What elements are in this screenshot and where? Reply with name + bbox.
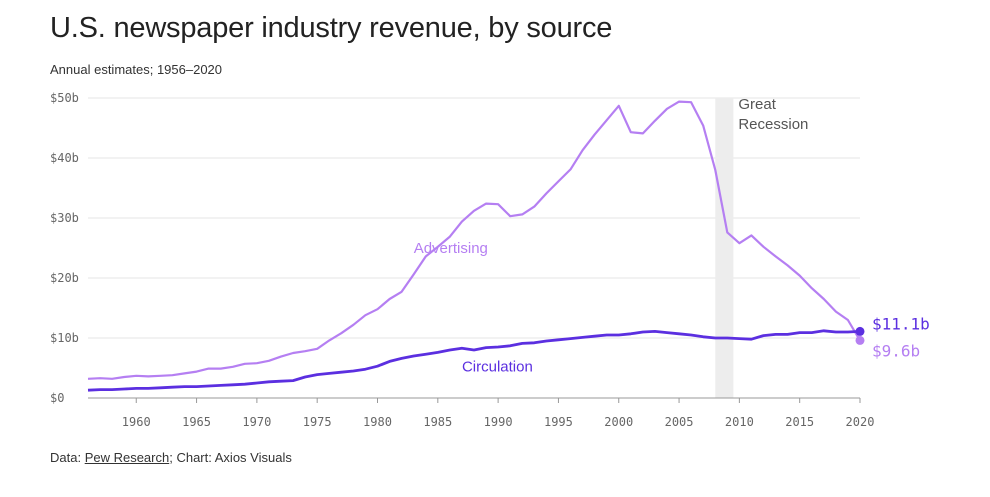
- series-line-circulation: [87, 329, 861, 392]
- end-value-circulation: $11.1b: [872, 314, 930, 333]
- gridlines: [88, 97, 860, 339]
- x-tick-label: 1995: [544, 415, 573, 429]
- x-tick-label: 2020: [846, 415, 875, 429]
- source-suffix: ; Chart: Axios Visuals: [169, 450, 292, 465]
- x-tick-label: 1965: [182, 415, 211, 429]
- source-note: Data: Pew Research; Chart: Axios Visuals: [50, 450, 292, 465]
- x-tick-label: 2005: [665, 415, 694, 429]
- x-tick-label: 1990: [484, 415, 513, 429]
- x-tick-label: 1960: [122, 415, 151, 429]
- x-tick-label: 1975: [303, 415, 332, 429]
- x-tick-label: 2010: [725, 415, 754, 429]
- x-tick-label: 2000: [604, 415, 633, 429]
- x-tick-label: 1985: [423, 415, 452, 429]
- x-axis: 1960 1965 1970 1975 1980 1985 1990 1995 2000 2005…: [122, 398, 875, 429]
- source-prefix: Data:: [50, 450, 85, 465]
- source-link[interactable]: Pew Research: [84, 450, 170, 465]
- series-line-advertising: [87, 100, 861, 380]
- end-point-circulation: [855, 326, 865, 336]
- y-tick-label: $0: [50, 391, 64, 405]
- series-label-advertising: Advertising: [414, 240, 488, 257]
- series-label-circulation: Circulation: [462, 359, 533, 376]
- chart-subtitle: Annual estimates; 1956–2020: [50, 62, 223, 77]
- line-chart: Great Recession $0 $10b $20b $30b $40b $50b 1…: [50, 91, 930, 429]
- y-tick-label: $10b: [50, 331, 79, 345]
- recession-annotation-line1: Great: [738, 96, 776, 113]
- x-tick-label: 1980: [363, 415, 392, 429]
- recession-annotation-line2: Recession: [738, 116, 808, 133]
- y-axis: $0 $10b $20b $30b $40b $50b: [50, 91, 79, 405]
- chart-title: U.S. newspaper industry revenue, by sour…: [50, 12, 613, 44]
- x-tick-label: 2015: [785, 415, 814, 429]
- recession-band: [715, 98, 734, 398]
- y-tick-label: $40b: [50, 151, 79, 165]
- end-point-advertising: [855, 335, 865, 345]
- y-tick-label: $20b: [50, 271, 79, 285]
- y-tick-label: $50b: [50, 91, 79, 105]
- y-tick-label: $30b: [50, 211, 79, 225]
- end-value-advertising: $9.6b: [872, 341, 920, 360]
- x-tick-label: 1970: [242, 415, 271, 429]
